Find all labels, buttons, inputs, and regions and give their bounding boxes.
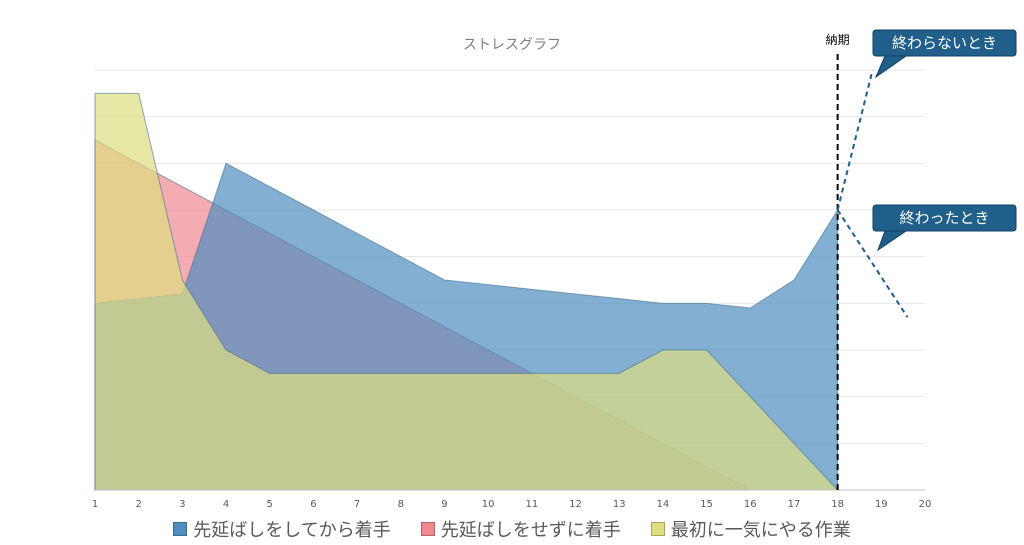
x-axis: 1 2 3 4 5 6 7 8 9 10 11 12 13 14 15 16 17 18 19 20 xyxy=(92,489,932,510)
legend-swatch xyxy=(650,522,665,536)
x-tick-label: 4 xyxy=(223,499,229,510)
callout-box xyxy=(872,29,1017,57)
callout-pointer xyxy=(876,230,908,252)
chart-title: ストレスグラフ xyxy=(463,37,561,53)
area-series-3 xyxy=(94,92,839,491)
x-tick-label: 6 xyxy=(310,499,316,510)
area-series xyxy=(94,92,839,491)
x-tick-label: 17 xyxy=(788,499,801,510)
x-tick-label: 19 xyxy=(875,499,888,510)
projection-line xyxy=(836,69,874,211)
x-tick-label: 13 xyxy=(613,499,626,510)
chart-legend: 先延ばしをしてから着手 先延ばしをせずに着手 最初に一気にやる作業 xyxy=(0,516,1024,542)
deadline-label: 納期 xyxy=(826,33,850,47)
x-tick-label: 16 xyxy=(744,499,757,510)
deadline-marker: 納期 xyxy=(826,33,850,490)
legend-swatch xyxy=(420,522,435,536)
callout-text: 終わったとき xyxy=(899,209,989,227)
callout-pointer xyxy=(874,55,908,79)
projection-line xyxy=(836,209,909,318)
x-tick-label: 14 xyxy=(657,499,670,510)
projection-lines xyxy=(836,69,909,318)
x-tick-label: 18 xyxy=(831,499,844,510)
callout-1: 終わらないとき xyxy=(872,29,1017,79)
legend-item-2: 先延ばしをせずに着手 xyxy=(420,516,621,542)
x-tick-label: 7 xyxy=(354,499,360,510)
legend-label: 先延ばしをしてから着手 xyxy=(193,520,391,541)
legend-label: 先延ばしをせずに着手 xyxy=(440,520,621,541)
x-tick-label: 1 xyxy=(92,499,98,510)
x-tick-label: 12 xyxy=(569,499,582,510)
x-tick-label: 9 xyxy=(441,499,447,510)
x-tick-label: 15 xyxy=(700,499,713,510)
x-tick-label: 3 xyxy=(179,499,185,510)
x-tick-label: 10 xyxy=(482,499,495,510)
legend-label: 最初に一気にやる作業 xyxy=(670,520,851,541)
legend-item-1: 先延ばしをしてから着手 xyxy=(173,516,391,542)
x-tick-label: 5 xyxy=(267,499,273,510)
x-tick-label: 20 xyxy=(919,499,932,510)
callout-2: 終わったとき xyxy=(872,204,1017,252)
x-tick-label: 8 xyxy=(398,499,404,510)
x-tick-label: 2 xyxy=(135,499,141,510)
legend-swatch xyxy=(173,522,188,536)
x-tick-label: 11 xyxy=(525,499,538,510)
callout-box xyxy=(872,204,1017,232)
legend-item-3: 最初に一気にやる作業 xyxy=(650,516,851,542)
callout-text: 終わらないとき xyxy=(892,34,997,52)
